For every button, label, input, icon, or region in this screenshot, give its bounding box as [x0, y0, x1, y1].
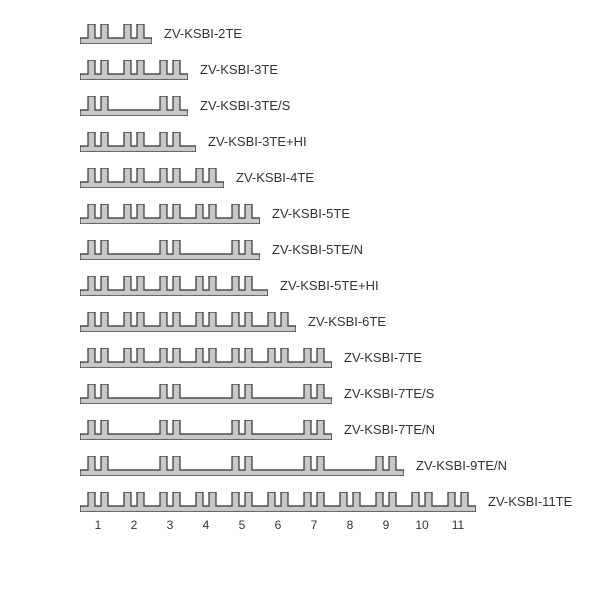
axis-tick: 8	[347, 518, 354, 532]
busbar-row	[80, 276, 268, 296]
busbar-shape	[80, 96, 188, 116]
busbar-shape	[80, 168, 224, 188]
busbar-shape	[80, 240, 260, 260]
axis-tick: 5	[239, 518, 246, 532]
busbar-label: ZV-KSBI-3TE/S	[200, 98, 290, 113]
busbar-label: ZV-KSBI-5TE	[272, 206, 350, 221]
busbar-label: ZV-KSBI-3TE	[200, 62, 278, 77]
busbar-row	[80, 348, 332, 368]
busbar-label: ZV-KSBI-7TE/S	[344, 386, 434, 401]
busbar-row	[80, 384, 332, 404]
busbar-shape	[80, 276, 268, 296]
busbar-label: ZV-KSBI-11TE	[488, 494, 572, 509]
busbar-shape	[80, 60, 188, 80]
busbar-label: ZV-KSBI-6TE	[308, 314, 386, 329]
busbar-shape	[80, 312, 296, 332]
busbar-label: ZV-KSBI-2TE	[164, 26, 242, 41]
busbar-label: ZV-KSBI-7TE	[344, 350, 422, 365]
busbar-row	[80, 168, 224, 188]
busbar-shape	[80, 456, 404, 476]
busbar-shape	[80, 384, 332, 404]
axis-tick: 6	[275, 518, 282, 532]
busbar-shape	[80, 420, 332, 440]
busbar-shape	[80, 492, 476, 512]
busbar-row	[80, 132, 196, 152]
busbar-label: ZV-KSBI-5TE/N	[272, 242, 363, 257]
busbar-row	[80, 312, 296, 332]
busbar-label: ZV-KSBI-7TE/N	[344, 422, 435, 437]
busbar-shape	[80, 204, 260, 224]
diagram-container: 1 2 3 4 5 6 7 8 9 10 11 ZV-KSBI-2TE ZV-KSBI-3TE ZV-K…	[0, 0, 600, 600]
busbar-shape	[80, 132, 196, 152]
busbar-label: ZV-KSBI-9TE/N	[416, 458, 507, 473]
axis-tick: 11	[452, 518, 464, 532]
busbar-row	[80, 60, 188, 80]
axis-tick: 2	[131, 518, 138, 532]
busbar-label: ZV-KSBI-5TE+HI	[280, 278, 379, 293]
busbar-row	[80, 96, 188, 116]
busbar-row	[80, 24, 152, 44]
busbar-shape	[80, 24, 152, 44]
busbar-row	[80, 240, 260, 260]
axis-tick: 10	[415, 518, 428, 532]
axis-tick: 7	[311, 518, 318, 532]
axis-tick: 1	[95, 518, 102, 532]
busbar-row	[80, 456, 404, 476]
busbar-row	[80, 204, 260, 224]
busbar-shape	[80, 348, 332, 368]
busbar-label: ZV-KSBI-4TE	[236, 170, 314, 185]
busbar-label: ZV-KSBI-3TE+HI	[208, 134, 307, 149]
busbar-row	[80, 492, 476, 512]
busbar-row	[80, 420, 332, 440]
axis-tick: 9	[383, 518, 390, 532]
axis-tick: 3	[167, 518, 174, 532]
axis-tick: 4	[203, 518, 210, 532]
